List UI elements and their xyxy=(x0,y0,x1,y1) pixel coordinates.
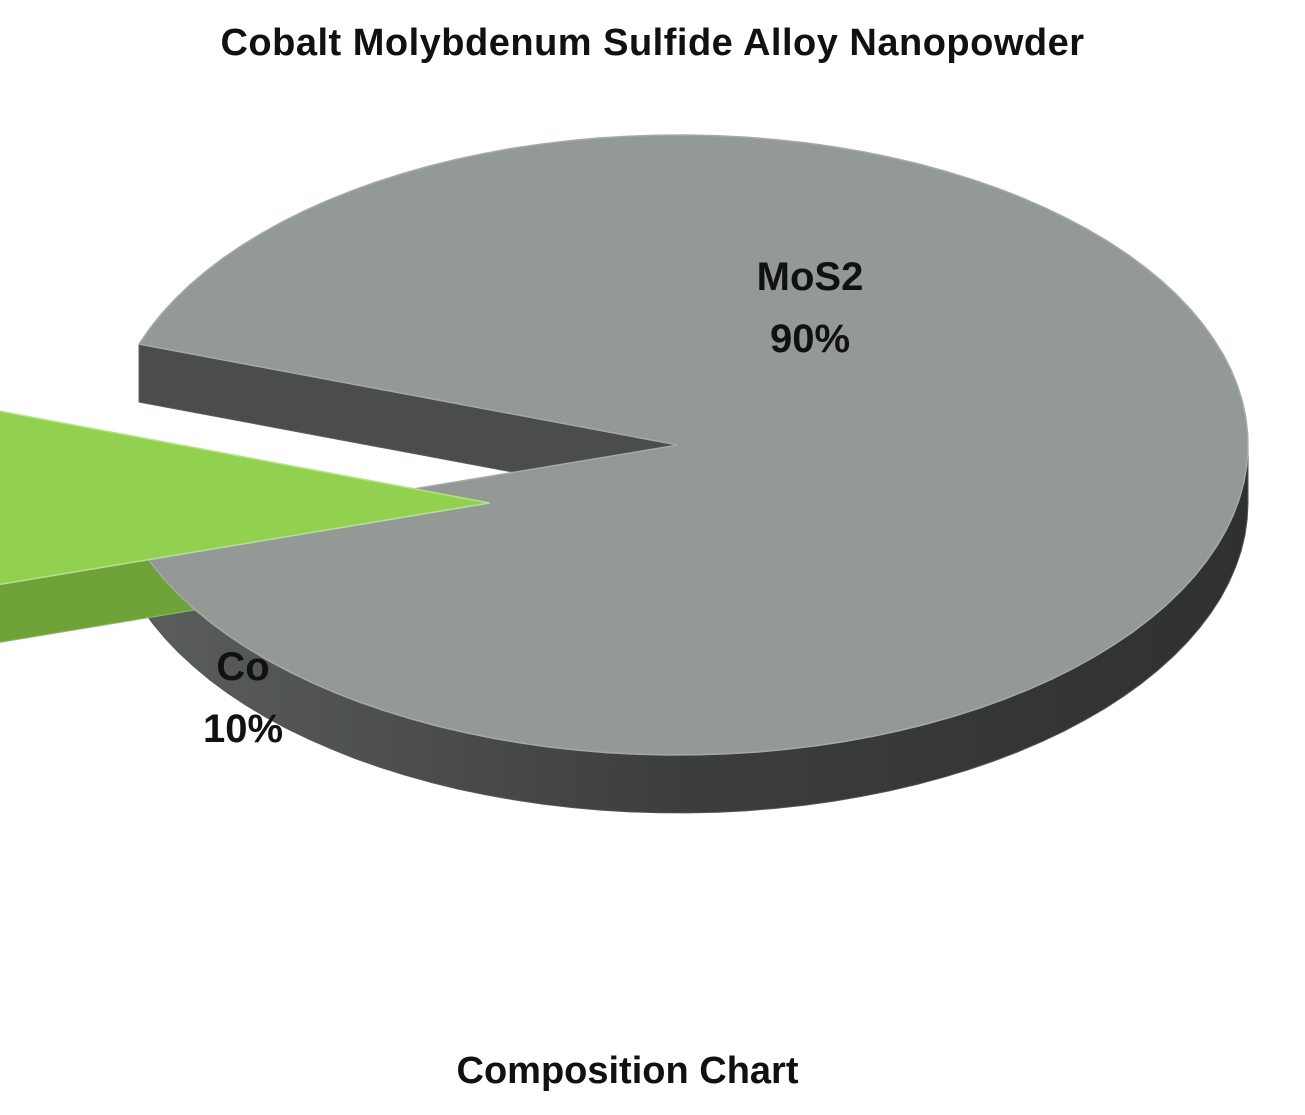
slice-label-co: Co xyxy=(216,645,269,689)
slice-co xyxy=(0,410,490,586)
slice-mos2 xyxy=(131,134,1249,756)
chart-caption: Composition Chart xyxy=(456,1050,799,1092)
pie-label-layer: MoS2 90% Co 10% xyxy=(203,255,863,751)
slice-label-mos2: MoS2 xyxy=(757,255,864,299)
slice-value-label-co: 10% xyxy=(203,707,283,751)
slice-value-label-mos2: 90% xyxy=(770,317,850,361)
pie-top-layer xyxy=(0,134,1249,756)
chart-title: Cobalt Molybdenum Sulfide Alloy Nanopowd… xyxy=(220,22,1085,64)
